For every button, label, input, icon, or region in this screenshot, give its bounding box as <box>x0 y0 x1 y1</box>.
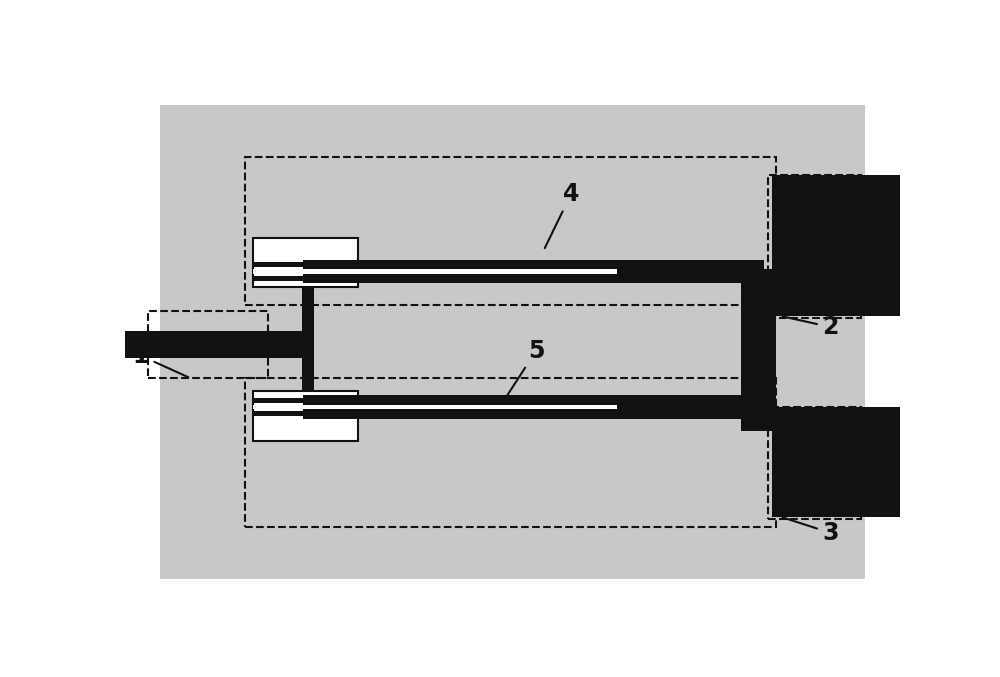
Bar <box>772 175 900 315</box>
Text: 2: 2 <box>783 315 839 339</box>
Bar <box>125 331 311 358</box>
Bar <box>741 269 776 431</box>
Bar <box>741 280 776 420</box>
Bar <box>302 277 314 412</box>
Bar <box>768 407 861 519</box>
Bar <box>148 311 268 378</box>
Bar <box>768 175 861 318</box>
Text: 4: 4 <box>545 182 579 248</box>
Bar <box>598 395 764 419</box>
Bar <box>245 378 776 527</box>
Bar <box>253 238 358 287</box>
Text: 5: 5 <box>506 338 544 397</box>
Bar <box>253 398 617 403</box>
Bar <box>253 269 617 274</box>
Bar <box>303 260 598 283</box>
Bar <box>253 263 617 267</box>
Text: 1: 1 <box>133 344 188 377</box>
Bar <box>253 405 617 410</box>
Bar <box>253 412 617 416</box>
Text: 3: 3 <box>783 517 839 545</box>
Bar <box>598 260 764 283</box>
Bar <box>253 276 617 281</box>
Bar <box>772 407 900 517</box>
Bar <box>245 157 776 305</box>
Bar <box>303 395 598 419</box>
Bar <box>253 391 358 441</box>
